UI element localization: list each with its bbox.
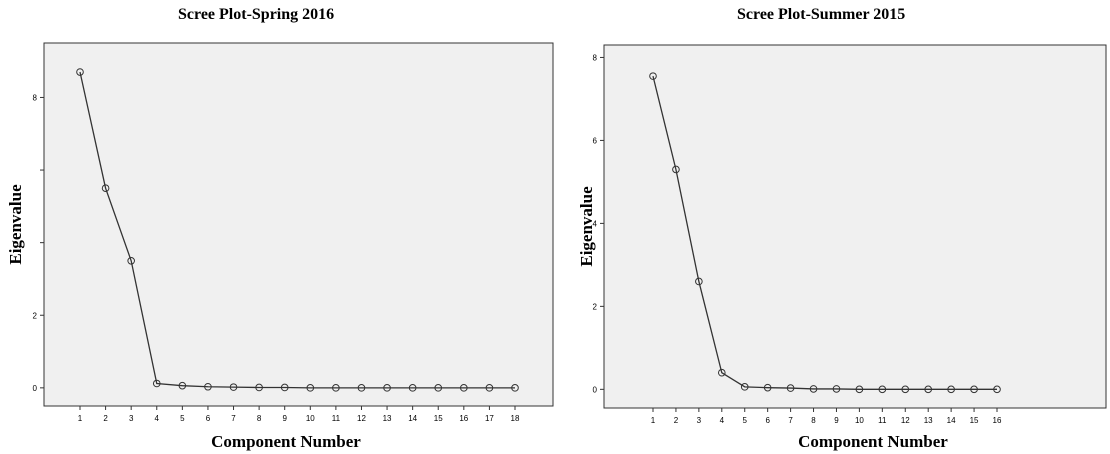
- data-point: [993, 385, 1001, 394]
- y-tick-label: 0: [33, 384, 38, 393]
- x-tick-label: 11: [878, 416, 887, 425]
- x-axis-label: Component Number: [798, 432, 948, 451]
- series-line: [79, 71, 515, 389]
- x-tick-label: 14: [408, 414, 417, 423]
- x-tick-label: 3: [697, 416, 702, 425]
- data-point: [434, 384, 443, 392]
- chart-panel-summer-2015: Scree Plot-Summer 2015 0 2 4 6 8 1 2 3 4 5 6 7 8 9 10 1…: [555, 0, 1110, 454]
- data-point: [809, 385, 818, 393]
- x-tick-label: 12: [357, 414, 366, 423]
- data-point: [204, 382, 212, 391]
- x-tick-label: 15: [970, 416, 979, 425]
- data-point: [672, 165, 680, 174]
- data-point: [740, 383, 749, 391]
- plot-area: [603, 44, 1107, 409]
- y-tick-label: 0: [593, 385, 598, 394]
- plot-area: [43, 42, 554, 407]
- x-tick-label: 6: [206, 414, 211, 423]
- data-point: [383, 384, 391, 392]
- x-tick-label: 8: [811, 416, 816, 425]
- data-point: [786, 384, 795, 392]
- x-tick-label: 2: [674, 416, 679, 425]
- data-point: [649, 72, 657, 80]
- x-tick-label: 6: [765, 416, 770, 425]
- x-tick-label: 5: [743, 416, 748, 425]
- data-point: [178, 381, 187, 390]
- x-tick-label: 12: [901, 416, 910, 425]
- x-tick-label: 9: [282, 414, 287, 423]
- data-point: [357, 384, 366, 392]
- x-tick-label: 8: [257, 414, 262, 423]
- y-tick-label: 4: [593, 219, 598, 228]
- x-tick-label: 17: [485, 414, 494, 423]
- data-point: [947, 385, 955, 394]
- x-tick-label: 10: [855, 416, 864, 425]
- x-tick-label: 11: [332, 414, 341, 423]
- x-tick-label: 14: [947, 416, 956, 425]
- data-point: [280, 383, 289, 392]
- data-point: [76, 68, 84, 76]
- x-tick-label: 13: [383, 414, 392, 423]
- data-point: [460, 384, 468, 392]
- x-tick-label: 7: [231, 414, 236, 423]
- y-tick-label: 2: [33, 311, 38, 320]
- data-point: [332, 384, 340, 392]
- chart-panel-spring-2016: Scree Plot-Spring 2016 0 2 8 1 2 3 4 5 6 7 8 9 10 11 1…: [6, 6, 554, 451]
- y-axis-label: Eigenvalue: [577, 186, 596, 267]
- x-tick-label: 13: [924, 416, 933, 425]
- data-point: [127, 257, 135, 265]
- x-axis-label: Component Number: [211, 432, 361, 451]
- y-tick-label: 8: [33, 93, 38, 102]
- data-point: [695, 277, 703, 286]
- x-tick-label: 1: [651, 416, 656, 425]
- y-tick-label: 6: [593, 136, 598, 145]
- x-tick-label: 2: [103, 414, 108, 423]
- data-point: [924, 385, 933, 394]
- data-point: [855, 385, 864, 394]
- x-tick-label: 9: [834, 416, 839, 425]
- x-tick-label: 4: [720, 416, 725, 425]
- data-point: [970, 385, 978, 394]
- data-point: [229, 383, 238, 391]
- x-tick-label: 15: [434, 414, 443, 423]
- x-tick-label: 7: [788, 416, 793, 425]
- data-point: [101, 184, 110, 192]
- chart-title: Scree Plot-Summer 2015: [737, 6, 906, 23]
- x-tick-label: 3: [129, 414, 134, 423]
- x-tick-label: 10: [306, 414, 315, 423]
- data-point: [763, 383, 772, 392]
- data-point: [408, 384, 417, 392]
- data-point: [306, 384, 315, 392]
- series-line: [652, 75, 997, 390]
- y-tick-label: 2: [593, 302, 598, 311]
- x-tick-label: 18: [511, 414, 520, 423]
- data-point: [901, 385, 910, 394]
- x-tick-label: 1: [78, 414, 83, 423]
- data-point: [718, 368, 726, 377]
- y-tick-label: 8: [593, 53, 598, 62]
- data-point: [485, 384, 494, 392]
- chart-title: Scree Plot-Spring 2016: [178, 6, 335, 23]
- data-point: [511, 384, 519, 392]
- data-point: [255, 383, 263, 392]
- x-tick-label: 5: [180, 414, 185, 423]
- x-tick-label: 16: [459, 414, 468, 423]
- x-tick-label: 16: [993, 416, 1002, 425]
- data-point: [832, 385, 841, 393]
- x-tick-label: 4: [155, 414, 160, 423]
- data-point: [878, 385, 887, 394]
- data-point: [152, 379, 161, 388]
- y-axis-label: Eigenvalue: [6, 184, 25, 265]
